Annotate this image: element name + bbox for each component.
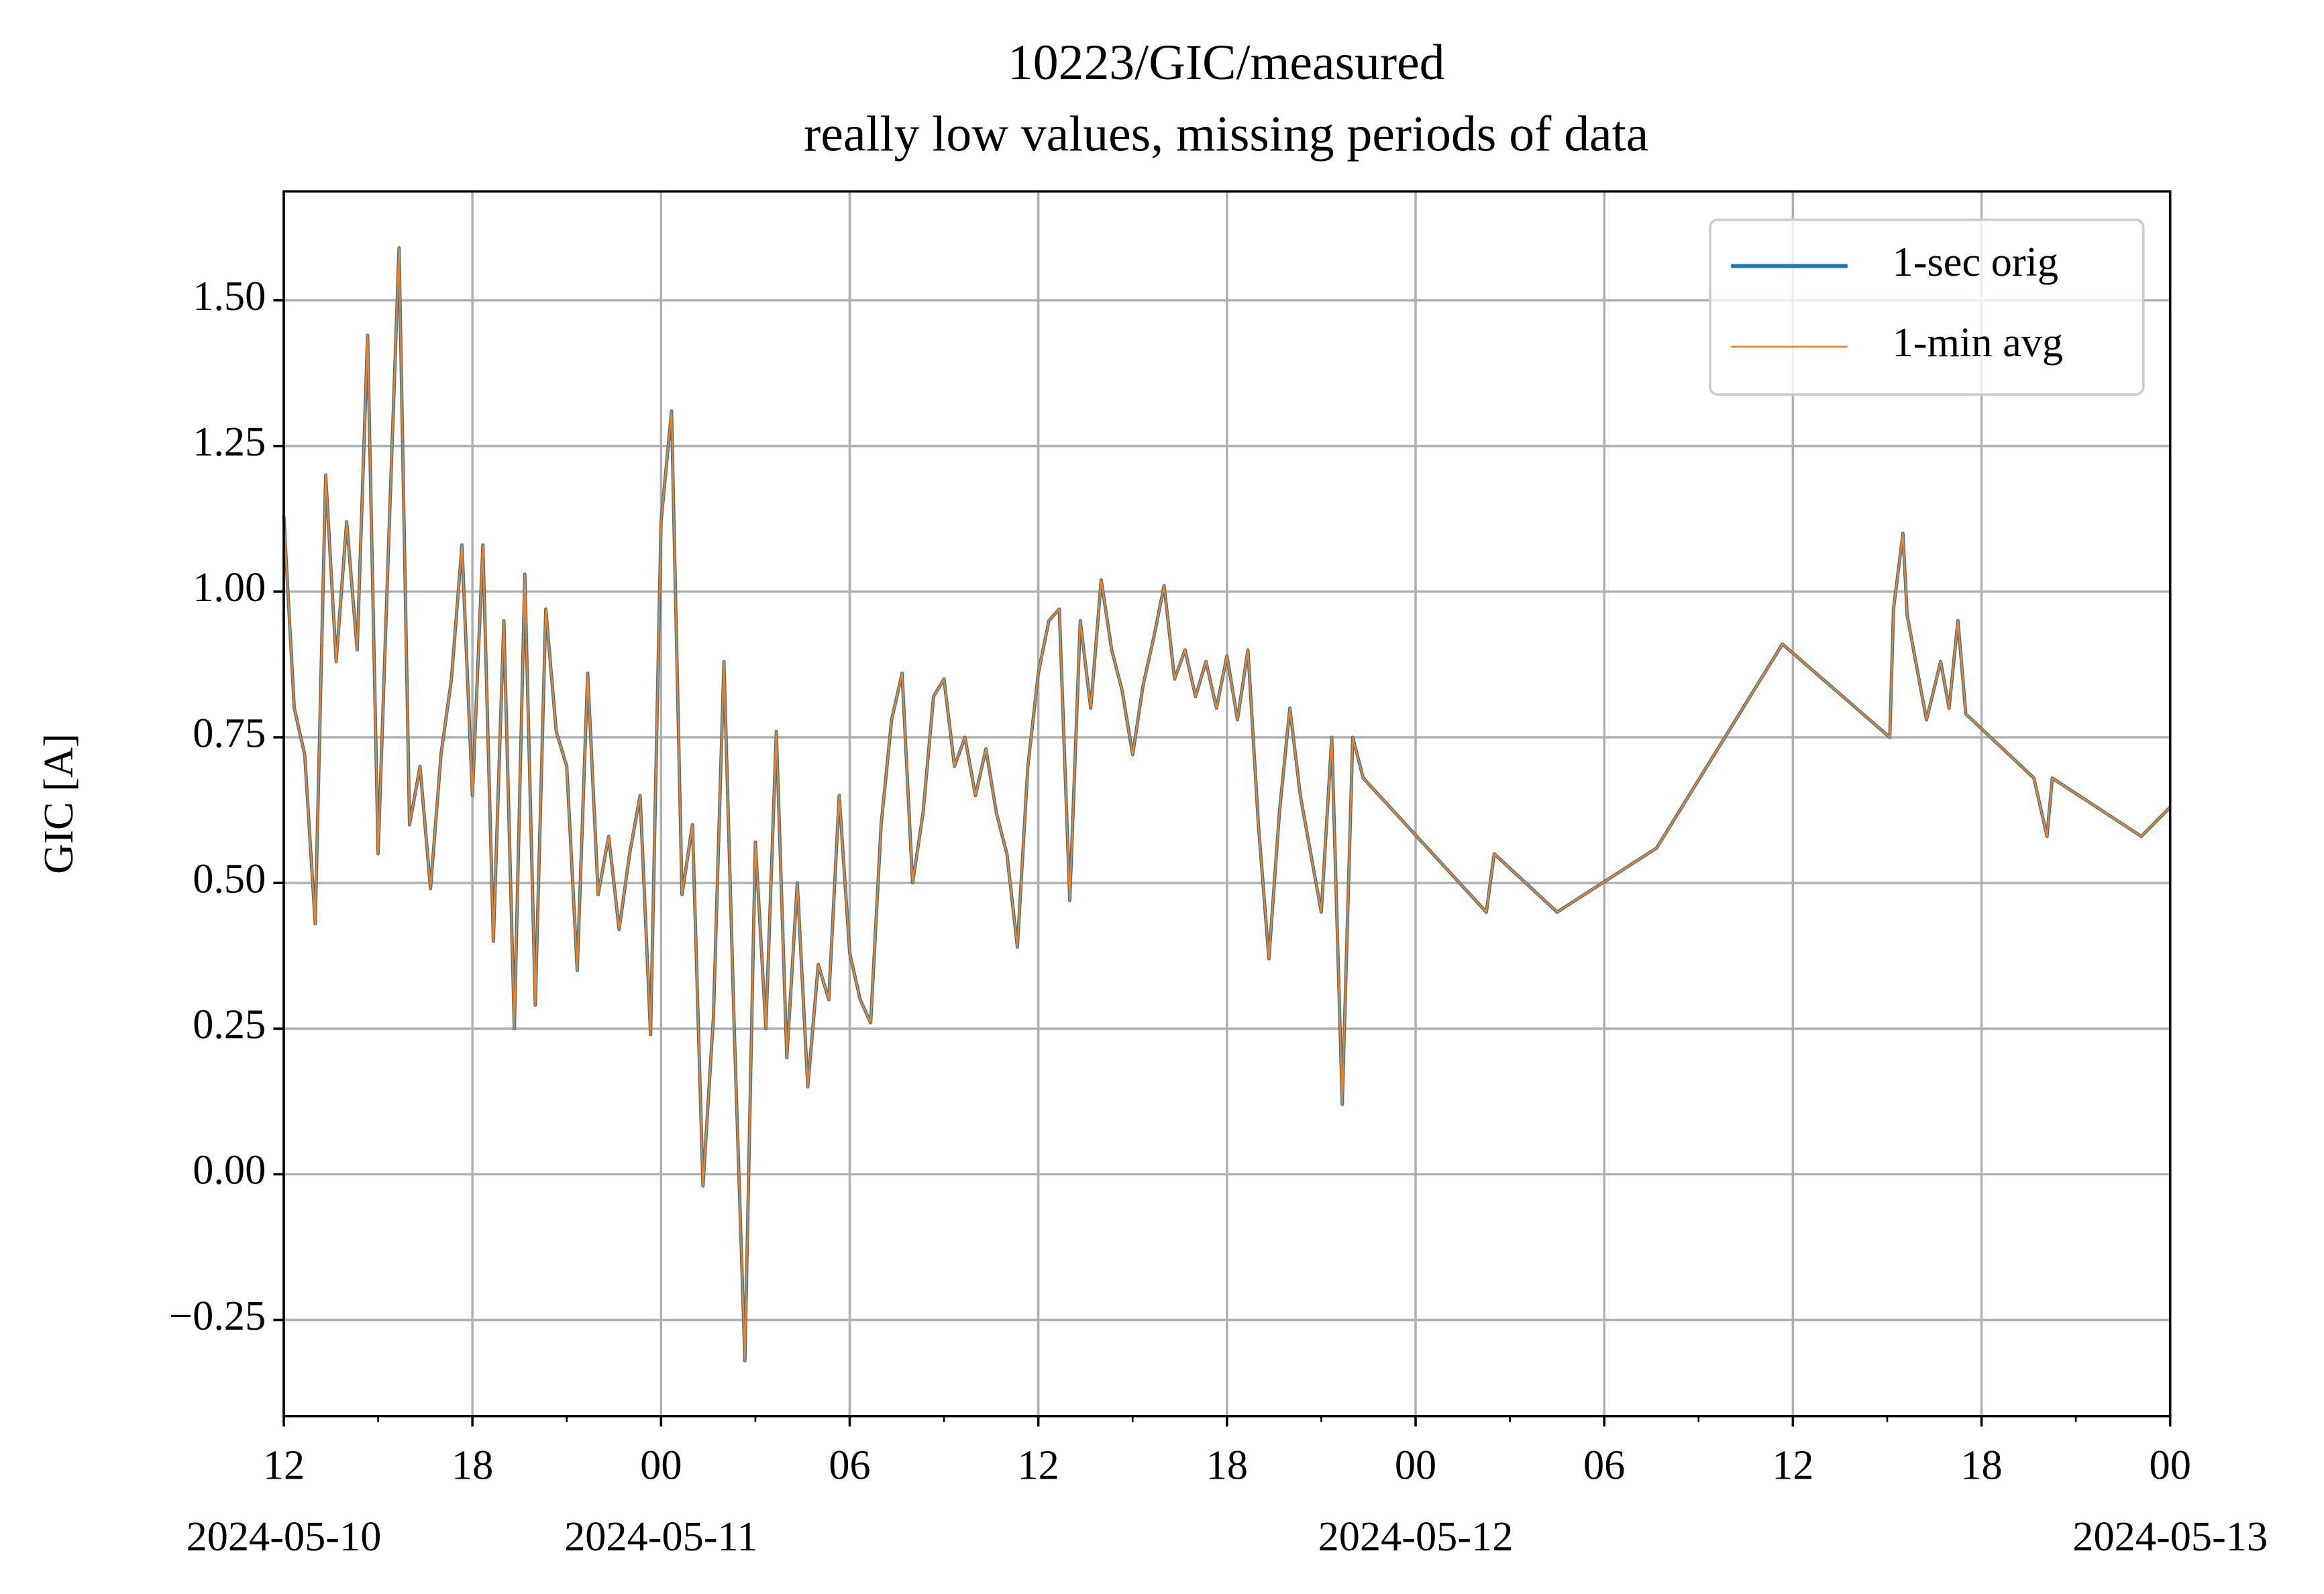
x-tick-label: 06 (829, 1442, 870, 1488)
x-tick-label: 12 (1018, 1442, 1059, 1488)
x-tick-label: 12 (1772, 1442, 1813, 1488)
legend-box (1709, 218, 2145, 396)
x-tick-label: 00 (1395, 1442, 1436, 1488)
x-tick-date: 2024-05-10 (187, 1513, 382, 1560)
x-tick-date: 2024-05-13 (2072, 1513, 2268, 1560)
y-tick-label: −0.25 (169, 1293, 266, 1339)
x-tick-label: 12 (263, 1442, 305, 1488)
y-tick-label: 0.25 (193, 1002, 266, 1048)
x-tick-label: 18 (1960, 1442, 2002, 1488)
y-tick-label: 1.00 (193, 564, 266, 610)
y-tick-label: 0.00 (193, 1147, 266, 1193)
x-tick-label: 18 (452, 1442, 493, 1488)
legend-label: 1-sec orig (1893, 239, 2059, 285)
plot-lines (282, 246, 2172, 1363)
x-tick-label: 18 (1206, 1442, 1248, 1488)
y-axis-label: GIC [A] (36, 733, 82, 873)
chart-title: 10223/GIC/measured (1008, 35, 1445, 91)
y-tick-label: 0.75 (193, 710, 266, 756)
legend-label: 1-min avg (1893, 319, 2063, 366)
x-tick-date: 2024-05-11 (564, 1513, 758, 1560)
y-tick-label: 1.25 (193, 419, 266, 465)
y-tick-label: 0.50 (193, 855, 266, 902)
x-tick-label: 00 (2150, 1442, 2191, 1488)
chart-subtitle: really low values, missing periods of da… (804, 107, 1648, 162)
legend: 1-sec orig 1-min avg (1709, 218, 2145, 396)
plot-frame (282, 190, 2172, 1418)
x-tick-label: 00 (640, 1442, 682, 1488)
x-tick-label: 06 (1583, 1442, 1625, 1488)
x-tick-date: 2024-05-12 (1318, 1513, 1514, 1560)
y-tick-label: 1.50 (193, 273, 266, 319)
series-line (282, 247, 2171, 1362)
axes: −0.25 0.00 0.25 0.50 0.75 1.00 1.25 1.50 12 2024-… (169, 273, 2268, 1560)
